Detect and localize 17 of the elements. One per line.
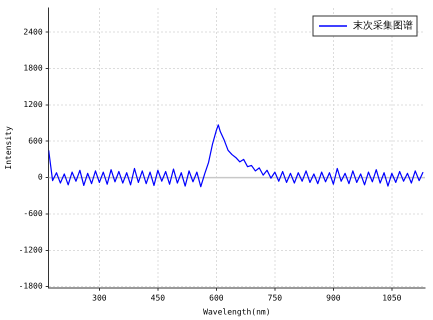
y-tick-label: -1200 — [18, 245, 43, 254]
x-tick-label: 900 — [326, 294, 341, 303]
legend-label: 末次采集图谱 — [353, 20, 413, 32]
x-axis-title: Wavelength(nm) — [203, 307, 271, 316]
x-tick-label: 300 — [92, 294, 107, 303]
x-tick-label: 600 — [209, 294, 224, 303]
y-axis-title: Intensity — [4, 126, 13, 170]
y-tick-label: -600 — [23, 208, 43, 218]
y-tick-label: 1800 — [23, 64, 43, 73]
y-tick-label: -1800 — [18, 282, 43, 291]
y-tick-label: 0 — [38, 172, 43, 182]
x-tick-label: 450 — [150, 294, 166, 303]
x-tick-label: 1050 — [382, 294, 402, 303]
x-tick-label: 750 — [268, 294, 282, 303]
y-tick-label: 600 — [28, 136, 43, 146]
y-tick-label: 1200 — [23, 100, 43, 109]
y-tick-label: 2400 — [23, 27, 43, 36]
